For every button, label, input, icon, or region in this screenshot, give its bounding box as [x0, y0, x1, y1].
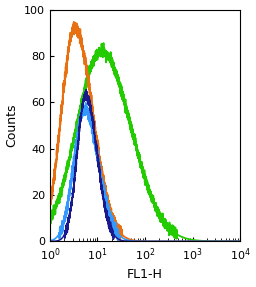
X-axis label: FL1-H: FL1-H: [127, 268, 163, 282]
Y-axis label: Counts: Counts: [6, 104, 18, 147]
